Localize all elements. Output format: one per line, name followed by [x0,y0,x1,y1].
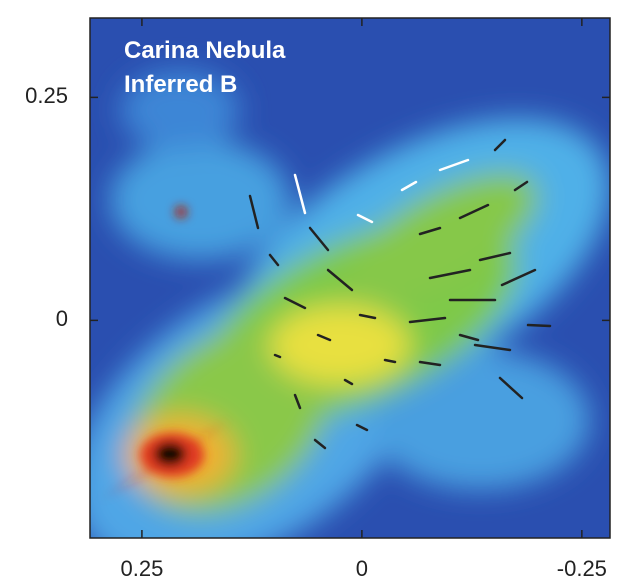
title-line: Carina Nebula [124,37,286,64]
x-tick-label: 0.25 [120,556,163,581]
x-tick-label: 0 [356,556,368,581]
y-tick-label: 0.25 [25,83,68,108]
axes-frame [89,17,611,539]
title-line: Inferred B [124,71,237,98]
y-tick-label: 0 [56,306,68,331]
nebula-image [90,18,610,538]
field-vectors [248,138,552,450]
x-tick-label: -0.25 [557,556,607,581]
